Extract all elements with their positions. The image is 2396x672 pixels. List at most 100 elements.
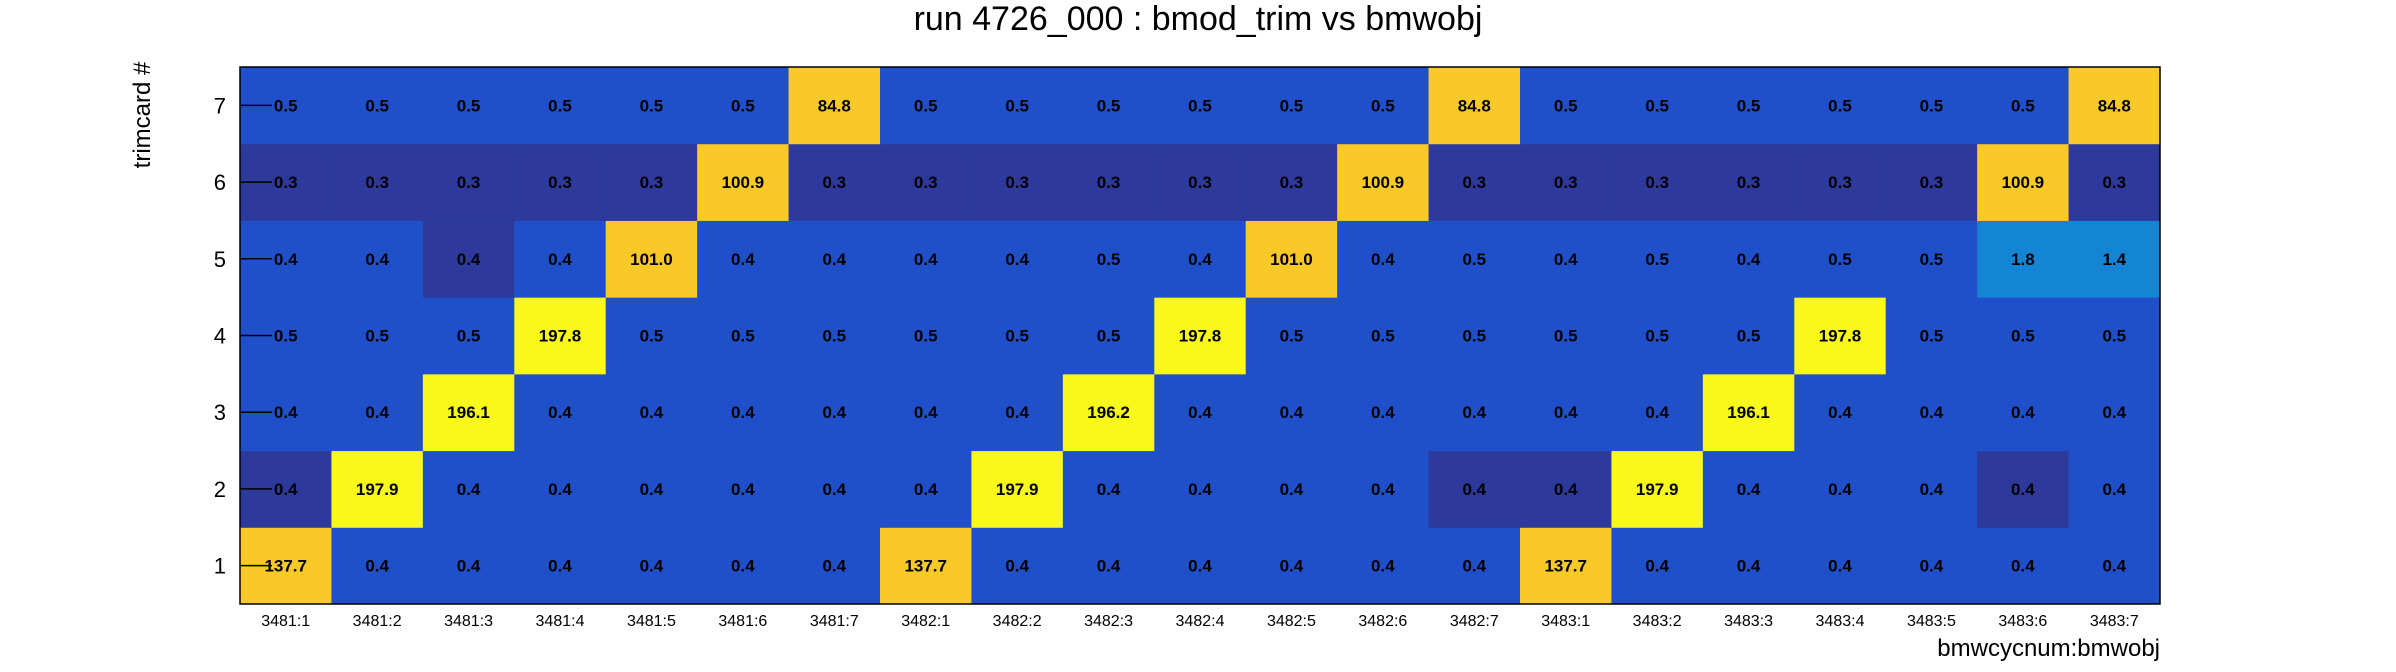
cell-value-label: 0.5 — [1280, 327, 1304, 346]
heatmap-cell — [697, 220, 790, 298]
cell-value-label: 0.4 — [2011, 403, 2035, 422]
heatmap-cell — [1245, 297, 1338, 375]
heatmap-cell — [422, 220, 515, 298]
y-tick-label: 6 — [214, 170, 226, 195]
x-tick-label: 3482:7 — [1450, 613, 1499, 630]
heatmap-cell — [697, 67, 790, 145]
heatmap-cell — [331, 143, 424, 221]
heatmap-cell — [2068, 373, 2161, 452]
cell-value-label: 100.9 — [722, 173, 765, 192]
cell-value-label: 0.5 — [1462, 327, 1486, 346]
cell-value-label: 0.5 — [1645, 250, 1669, 269]
cell-value-label: 0.5 — [457, 96, 481, 115]
heatmap-cell — [1154, 67, 1247, 145]
heatmap-cell — [1062, 67, 1155, 145]
y-tick-label: 2 — [214, 477, 226, 502]
cell-value-label: 0.4 — [548, 403, 572, 422]
heatmap-cell — [1245, 527, 1338, 605]
heatmap-cell — [971, 450, 1064, 528]
cell-value-label: 0.3 — [365, 173, 389, 192]
heatmap-cell — [331, 297, 424, 375]
heatmap-cell — [1611, 143, 1704, 221]
cell-value-label: 84.8 — [818, 96, 851, 115]
heatmap-cell — [971, 67, 1064, 145]
heatmap-cell — [1702, 373, 1795, 452]
heatmap-cell — [788, 373, 881, 452]
heatmap-cell — [1794, 297, 1887, 375]
x-tick-label: 3481:6 — [718, 613, 767, 630]
cell-value-label: 0.3 — [1828, 173, 1852, 192]
cell-value-label: 0.4 — [822, 250, 846, 269]
cell-value-label: 197.8 — [1819, 327, 1862, 346]
heatmap-cell — [1794, 373, 1887, 452]
cell-value-label: 0.3 — [457, 173, 481, 192]
x-tick-label: 3483:3 — [1724, 613, 1773, 630]
cell-value-label: 0.4 — [1737, 480, 1761, 499]
cell-value-label: 0.4 — [1920, 403, 1944, 422]
heatmap-cell — [331, 527, 424, 605]
cell-value-label: 0.5 — [548, 96, 572, 115]
heatmap-cell — [1154, 220, 1247, 298]
cell-value-label: 0.5 — [1280, 96, 1304, 115]
cell-value-label: 84.8 — [2098, 96, 2131, 115]
heatmap-cell — [514, 143, 607, 221]
cell-value-label: 101.0 — [1270, 250, 1313, 269]
heatmap-cell — [1428, 67, 1521, 145]
cell-value-label: 0.4 — [731, 480, 755, 499]
x-tick-label: 3483:2 — [1633, 613, 1682, 630]
cell-value-label: 0.5 — [1737, 96, 1761, 115]
cell-value-label: 0.3 — [914, 173, 938, 192]
heatmap-cell — [880, 143, 972, 221]
cell-value-label: 0.4 — [1737, 557, 1761, 576]
heatmap-cell — [1611, 373, 1704, 452]
cell-value-label: 0.5 — [1645, 327, 1669, 346]
cell-value-label: 0.4 — [1188, 557, 1212, 576]
cell-value-label: 196.2 — [1087, 403, 1130, 422]
cell-value-label: 0.5 — [1737, 327, 1761, 346]
cell-value-label: 0.5 — [274, 327, 298, 346]
cell-value-label: 100.9 — [2002, 173, 2045, 192]
heatmap-cell — [1611, 297, 1704, 375]
x-tick-label: 3483:4 — [1816, 613, 1865, 630]
cell-value-label: 0.4 — [640, 480, 664, 499]
heatmap-cell — [1428, 143, 1521, 221]
heatmap-cell — [514, 297, 607, 375]
cell-value-label: 0.3 — [1462, 173, 1486, 192]
heatmap-cell — [1611, 450, 1704, 528]
cell-value-label: 197.8 — [539, 327, 582, 346]
cell-value-label: 0.5 — [2011, 96, 2035, 115]
cell-value-label: 0.4 — [914, 403, 938, 422]
heatmap-cell — [2068, 220, 2161, 298]
heatmap-cell — [1702, 527, 1795, 605]
plot-frame — [239, 66, 2161, 605]
cell-value-label: 0.4 — [1920, 557, 1944, 576]
heatmap-cell — [1611, 67, 1704, 145]
cell-value-label: 0.3 — [548, 173, 572, 192]
heatmap-cells — [240, 67, 2161, 605]
heatmap-cell — [331, 450, 424, 528]
cell-value-label: 0.5 — [1097, 96, 1121, 115]
cell-value-label: 84.8 — [1458, 96, 1491, 115]
heatmap-cell — [1245, 143, 1338, 221]
heatmap-cell — [1062, 297, 1155, 375]
heatmap-cell — [1977, 373, 2070, 452]
heatmap-cell — [605, 143, 698, 221]
cell-value-label: 0.3 — [1737, 173, 1761, 192]
cell-value-label: 0.5 — [365, 327, 389, 346]
heatmap-cell — [422, 373, 515, 452]
cell-value-label: 0.3 — [1554, 173, 1578, 192]
cell-labels: 137.7 0.4 0.4 0.4 0.4 0.4 0.4 137.7 0.4 0.4 0.4 0.4… — [264, 96, 2130, 575]
cell-value-label: 0.4 — [640, 557, 664, 576]
x-tick-label: 3481:5 — [627, 613, 676, 630]
heatmap-cell — [2068, 67, 2161, 145]
heatmap-cell — [1245, 220, 1338, 298]
heatmap-cell — [1611, 527, 1704, 605]
cell-value-label: 0.3 — [1280, 173, 1304, 192]
cell-value-label: 137.7 — [264, 557, 307, 576]
heatmap-cell — [1794, 220, 1887, 298]
cell-value-label: 0.5 — [1005, 96, 1029, 115]
heatmap-cell — [1977, 450, 2070, 528]
heatmap-cell — [1428, 220, 1521, 298]
cell-value-label: 0.5 — [1554, 96, 1578, 115]
x-axis: 3481:1 3481:2 3481:3 3481:4 3481:5 3481:6 3481… — [261, 613, 2139, 630]
